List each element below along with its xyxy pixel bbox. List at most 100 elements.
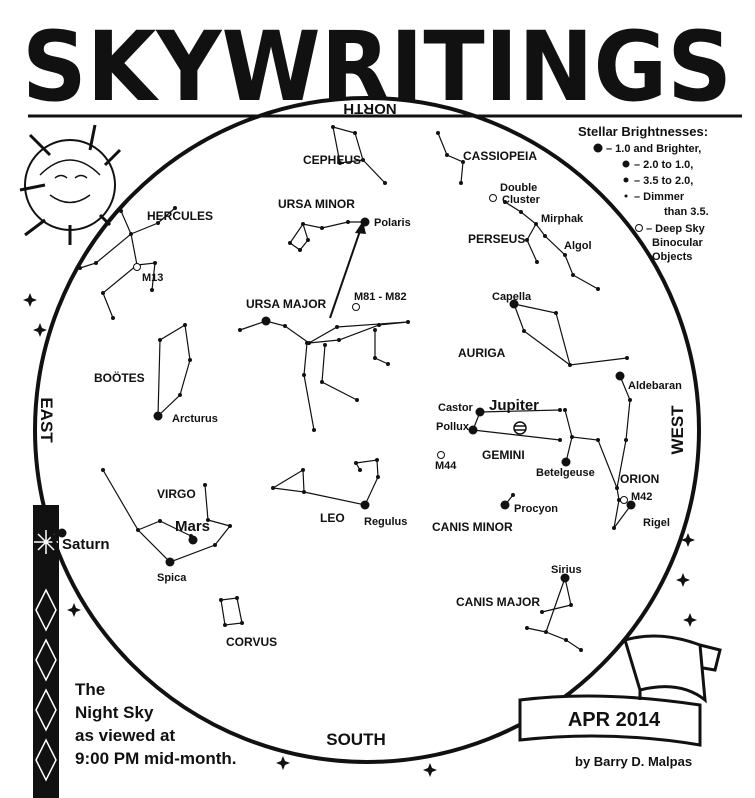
star-label: Jupiter — [489, 397, 539, 414]
star — [129, 232, 133, 236]
star — [563, 408, 567, 412]
twinkle-decor — [423, 763, 437, 777]
legend-dot — [636, 225, 643, 232]
twinkle-decor — [276, 756, 290, 770]
star — [377, 323, 381, 327]
twinkle-decor — [683, 613, 697, 627]
legend-dot — [624, 178, 629, 183]
star — [355, 398, 359, 402]
star — [554, 311, 558, 315]
star-label: Polaris — [374, 217, 411, 229]
star — [301, 222, 305, 226]
star-label: M42 — [631, 491, 652, 503]
star — [570, 435, 574, 439]
star — [624, 438, 628, 442]
planet-jupiter — [514, 422, 526, 434]
star-label: CASSIOPEIA — [463, 149, 537, 163]
star-label: Pollux — [436, 421, 470, 433]
star — [153, 261, 157, 265]
star-label: ORION — [620, 472, 659, 486]
twinkle-decor — [67, 603, 81, 617]
star-label: CANIS MINOR — [432, 520, 513, 534]
star — [323, 343, 327, 347]
star-label: CORVUS — [226, 635, 277, 649]
bright-star — [189, 536, 198, 545]
star — [306, 238, 310, 242]
direction-south: SOUTH — [326, 730, 386, 749]
star — [525, 626, 529, 630]
star — [150, 288, 154, 292]
bright-star — [469, 426, 478, 435]
star — [375, 458, 379, 462]
star — [240, 621, 244, 625]
star — [223, 623, 227, 627]
twinkle-decor — [33, 323, 47, 337]
sky-circle — [35, 98, 699, 762]
deep-sky-object — [621, 497, 628, 504]
star — [183, 323, 187, 327]
star — [213, 543, 217, 547]
constellation-line — [273, 470, 304, 492]
star — [111, 316, 115, 320]
star — [228, 524, 232, 528]
star — [558, 408, 562, 412]
star — [373, 356, 377, 360]
bright-star — [476, 408, 485, 417]
star-label: URSA MINOR — [278, 197, 355, 211]
star-label: AURIGA — [458, 346, 506, 360]
star — [238, 328, 242, 332]
star-label: HERCULES — [147, 209, 213, 223]
star — [320, 380, 324, 384]
star — [188, 358, 192, 362]
constellation-line — [322, 345, 357, 400]
date: APR 2014 — [568, 709, 661, 731]
constellation-line — [375, 330, 388, 364]
star — [373, 328, 377, 332]
star-label: CEPHEUS — [303, 153, 361, 167]
caption-line: as viewed at — [75, 726, 176, 745]
star — [178, 393, 182, 397]
star — [94, 261, 98, 265]
twinkle-decor — [676, 573, 690, 587]
deep-sky-object — [134, 264, 141, 271]
bright-star — [262, 317, 271, 326]
star — [558, 438, 562, 442]
star — [534, 222, 538, 226]
constellation-line — [290, 222, 365, 250]
star — [522, 329, 526, 333]
star — [569, 603, 573, 607]
star — [302, 490, 306, 494]
constellation-line — [546, 632, 581, 650]
star — [298, 248, 302, 252]
constellation-line — [158, 325, 190, 416]
star — [571, 273, 575, 277]
caption-line: The — [75, 680, 105, 699]
star-label: Double — [500, 182, 537, 194]
star-label: Cluster — [502, 194, 541, 206]
star-label: CANIS MAJOR — [456, 595, 540, 609]
author: by Barry D. Malpas — [575, 754, 692, 769]
star — [519, 210, 523, 214]
star — [459, 181, 463, 185]
bright-star — [616, 372, 625, 381]
star — [78, 266, 82, 270]
star-label: M13 — [142, 272, 163, 284]
deep-sky-object — [438, 452, 445, 459]
star — [203, 483, 207, 487]
star — [101, 291, 105, 295]
star — [568, 363, 572, 367]
star — [305, 341, 309, 345]
direction-north: NORTH — [343, 100, 396, 117]
legend-entry: Binocular — [652, 237, 703, 249]
legend-entry: – 2.0 to 1.0, — [634, 159, 693, 171]
legend-entry: than 3.5. — [664, 206, 709, 218]
star — [563, 253, 567, 257]
star — [445, 153, 449, 157]
star — [346, 220, 350, 224]
star — [612, 526, 616, 530]
star — [331, 125, 335, 129]
legend-entry: – Dimmer — [634, 191, 685, 203]
bright-star — [562, 458, 571, 467]
star — [337, 338, 341, 342]
direction-east: EAST — [37, 397, 56, 443]
